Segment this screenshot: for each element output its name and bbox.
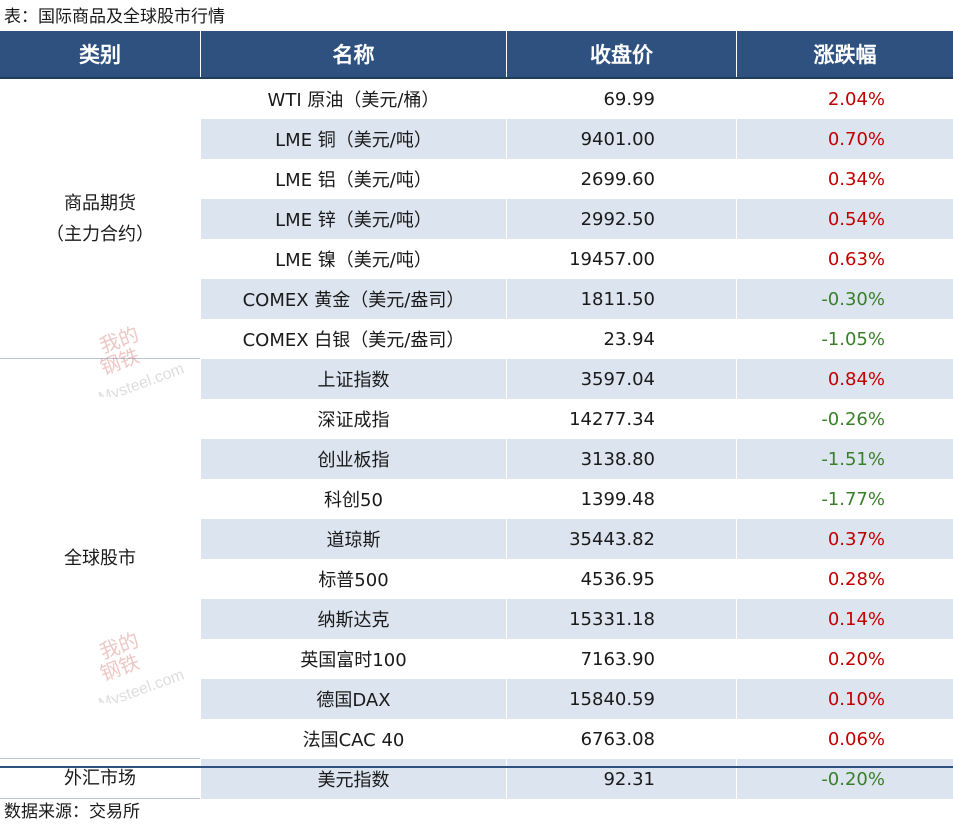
table-row: 科创50 1399.48 -1.77% (201, 479, 953, 519)
change-percent: 0.28% (827, 568, 885, 590)
category-label: 商品期货 (64, 192, 136, 214)
category-label: （主力合约） (46, 223, 154, 245)
change-percent: 0.10% (827, 688, 885, 710)
change-percent: -1.77% (821, 488, 885, 510)
instrument-name: 创业板指 (201, 439, 507, 479)
table-row: 上证指数 3597.04 0.84% (201, 359, 953, 399)
table-row: WTI 原油（美元/桶） 69.99 2.04% (201, 79, 953, 119)
instrument-name: 纳斯达克 (201, 599, 507, 639)
change-percent: 0.06% (827, 728, 885, 750)
instrument-name: LME 铜（美元/吨） (201, 119, 507, 159)
change-percent: 0.54% (827, 208, 885, 230)
table-row: LME 镍（美元/吨） 19457.00 0.63% (201, 239, 953, 279)
instrument-name: LME 锌（美元/吨） (201, 199, 507, 239)
close-price: 14277.34 (507, 399, 737, 439)
close-price: 15331.18 (507, 599, 737, 639)
close-price: 2699.60 (507, 159, 737, 199)
table-row: 标普500 4536.95 0.28% (201, 559, 953, 599)
change-percent: -1.05% (821, 328, 885, 350)
change-percent: 2.04% (827, 88, 885, 110)
table-row: 创业板指 3138.80 -1.51% (201, 439, 953, 479)
close-price: 3138.80 (507, 439, 737, 479)
change-percent: -0.20% (821, 768, 885, 790)
category-label: 全球股市 (64, 548, 136, 569)
close-price: 9401.00 (507, 119, 737, 159)
close-price: 15840.59 (507, 679, 737, 719)
close-price: 23.94 (507, 319, 737, 359)
category-cell: 外汇市场 (0, 759, 200, 799)
change-percent: -0.30% (821, 288, 885, 310)
data-rows: WTI 原油（美元/桶） 69.99 2.04% LME 铜（美元/吨） 9401.00… (201, 79, 953, 799)
close-price: 1811.50 (507, 279, 737, 319)
instrument-name: 标普500 (201, 559, 507, 599)
change-percent: 0.34% (827, 168, 885, 190)
table-row: 纳斯达克 15331.18 0.14% (201, 599, 953, 639)
close-price: 19457.00 (507, 239, 737, 279)
instrument-name: 道琼斯 (201, 519, 507, 559)
instrument-name: 德国DAX (201, 679, 507, 719)
category-cell: 全球股市 (0, 359, 200, 759)
table-row: LME 铝（美元/吨） 2699.60 0.34% (201, 159, 953, 199)
change-percent: 0.70% (827, 128, 885, 150)
close-price: 3597.04 (507, 359, 737, 399)
header-close: 收盘价 (507, 31, 737, 77)
header-change: 涨跌幅 (813, 43, 877, 67)
instrument-name: LME 镍（美元/吨） (201, 239, 507, 279)
close-price: 4536.95 (507, 559, 737, 599)
table-row: 法国CAC 40 6763.08 0.06% (201, 719, 953, 759)
data-source: 数据来源：交易所 (4, 802, 140, 822)
instrument-name: 美元指数 (201, 759, 507, 799)
table-row: COMEX 白银（美元/盎司） 23.94 -1.05% (201, 319, 953, 359)
change-percent: 0.63% (827, 248, 885, 270)
table-bottom-border (0, 766, 953, 768)
header-category: 类别 (0, 31, 201, 77)
instrument-name: 法国CAC 40 (201, 719, 507, 759)
table-row: LME 锌（美元/吨） 2992.50 0.54% (201, 199, 953, 239)
table-header: 类别 名称 收盘价 涨跌幅 (0, 31, 953, 79)
instrument-name: WTI 原油（美元/桶） (201, 79, 507, 119)
table-row: 深证成指 14277.34 -0.26% (201, 399, 953, 439)
close-price: 2992.50 (507, 199, 737, 239)
instrument-name: 英国富时100 (201, 639, 507, 679)
instrument-name: COMEX 黄金（美元/盎司） (201, 279, 507, 319)
category-label: 外汇市场 (64, 768, 136, 789)
change-percent: -0.26% (821, 408, 885, 430)
change-percent: 0.20% (827, 648, 885, 670)
instrument-name: 科创50 (201, 479, 507, 519)
instrument-name: 上证指数 (201, 359, 507, 399)
table-row: 道琼斯 35443.82 0.37% (201, 519, 953, 559)
table-body: 商品期货 （主力合约） 全球股市外汇市场 WTI 原油（美元/桶） 69.99 2.04… (0, 79, 953, 799)
close-price: 6763.08 (507, 719, 737, 759)
change-percent: 0.14% (827, 608, 885, 630)
table-row: COMEX 黄金（美元/盎司） 1811.50 -0.30% (201, 279, 953, 319)
close-price: 69.99 (507, 79, 737, 119)
close-price: 1399.48 (507, 479, 737, 519)
instrument-name: 深证成指 (201, 399, 507, 439)
close-price: 92.31 (507, 759, 737, 799)
close-price: 7163.90 (507, 639, 737, 679)
change-percent: 0.84% (827, 368, 885, 390)
header-name: 名称 (201, 31, 507, 77)
table-row: LME 铜（美元/吨） 9401.00 0.70% (201, 119, 953, 159)
instrument-name: LME 铝（美元/吨） (201, 159, 507, 199)
category-cell: 商品期货 （主力合约） (0, 79, 200, 359)
instrument-name: COMEX 白银（美元/盎司） (201, 319, 507, 359)
table-row: 英国富时100 7163.90 0.20% (201, 639, 953, 679)
category-column: 商品期货 （主力合约） 全球股市外汇市场 (0, 79, 201, 799)
table-caption: 表：国际商品及全球股市行情 (4, 7, 225, 27)
table-row: 美元指数 92.31 -0.20% (201, 759, 953, 799)
change-percent: -1.51% (821, 448, 885, 470)
close-price: 35443.82 (507, 519, 737, 559)
table-row: 德国DAX 15840.59 0.10% (201, 679, 953, 719)
change-percent: 0.37% (827, 528, 885, 550)
market-table: 类别 名称 收盘价 涨跌幅 商品期货 （主力合约） 全球股市外汇市场 WTI 原油（… (0, 31, 953, 799)
